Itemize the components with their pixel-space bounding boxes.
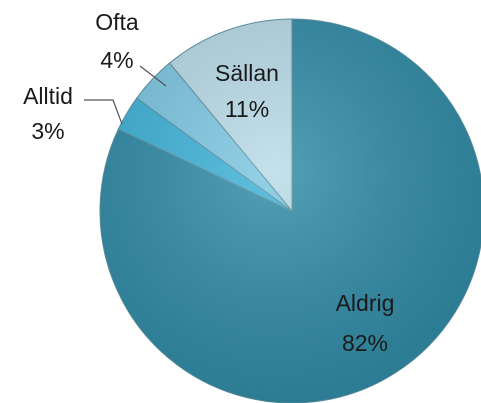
value-label: 4% <box>100 47 133 73</box>
pie <box>99 18 481 403</box>
value-label: 82% <box>342 330 388 356</box>
category-label: Aldrig <box>336 290 395 316</box>
category-label: Ofta <box>95 9 139 35</box>
category-label: Sällan <box>215 60 279 86</box>
leader-line <box>84 99 123 125</box>
category-label: Alltid <box>23 83 73 109</box>
leader-line <box>139 65 167 87</box>
value-label: 11% <box>225 96 269 122</box>
data-labels: Aldrig 82% Alltid 3% Ofta 4% Sällan 11% <box>23 9 394 356</box>
value-label: 3% <box>31 118 64 144</box>
